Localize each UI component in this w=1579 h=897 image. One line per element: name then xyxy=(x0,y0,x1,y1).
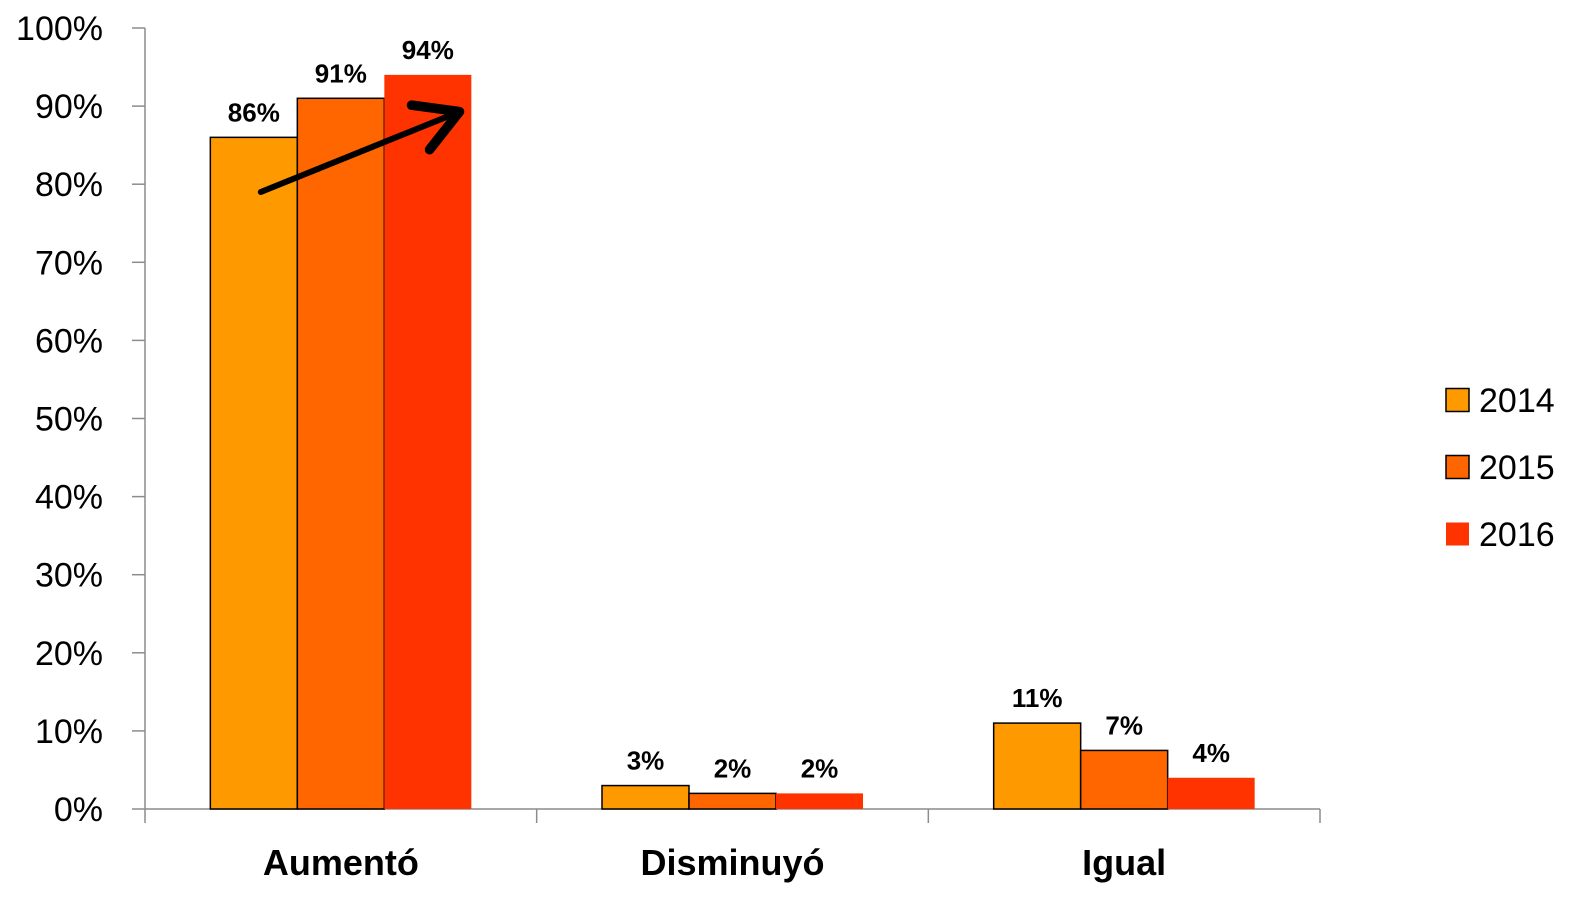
category-label-igual: Igual xyxy=(1082,842,1166,883)
legend-label-2016: 2016 xyxy=(1479,516,1555,554)
y-tick-label: 70% xyxy=(35,244,103,282)
y-tick-label: 10% xyxy=(35,713,103,751)
bar-2015-aumento xyxy=(296,97,386,810)
data-label-2016-aumento: 94% xyxy=(402,35,454,65)
data-label-2014-aumento: 86% xyxy=(228,97,280,127)
data-label-2015-disminuyo: 2% xyxy=(714,753,752,783)
y-tick-label: 0% xyxy=(54,791,103,829)
data-label-2014-igual: 11% xyxy=(1012,683,1063,713)
category-label-disminuyo: Disminuyó xyxy=(640,842,824,883)
y-tick-label: 50% xyxy=(35,401,103,439)
y-tick-label: 80% xyxy=(35,166,103,204)
annotations xyxy=(257,100,465,196)
category-labels: Aumentó Disminuyó Igual xyxy=(263,842,1166,883)
y-tick-label: 40% xyxy=(35,479,103,517)
data-label-2015-igual: 7% xyxy=(1105,710,1143,740)
legend-swatch-2015 xyxy=(1445,454,1470,480)
bar-2015-igual xyxy=(1079,749,1169,810)
data-labels: 86% 3% 11% 91% 2% 7% 94% 2% 4% xyxy=(228,35,1230,784)
legend-label-2014: 2014 xyxy=(1479,382,1555,420)
data-label-2016-igual: 4% xyxy=(1192,738,1230,768)
legend-swatch-2014 xyxy=(1445,387,1470,413)
bars xyxy=(209,74,1255,810)
y-tick-label: 90% xyxy=(35,88,103,126)
bar-2014-disminuyo xyxy=(601,784,690,810)
legend: 2014 2015 2016 xyxy=(1445,382,1555,554)
data-label-2014-disminuyo: 3% xyxy=(627,746,665,776)
bar-2014-igual xyxy=(992,722,1082,810)
data-label-2015-aumento: 91% xyxy=(315,58,367,88)
data-label-2016-disminuyo: 2% xyxy=(801,753,839,783)
bar-2016-aumento xyxy=(384,74,472,810)
y-tick-label: 60% xyxy=(35,322,103,360)
trend-arrow xyxy=(257,100,465,196)
bar-2016-disminuyo xyxy=(776,793,863,809)
legend-swatch-2016 xyxy=(1446,522,1469,546)
bar-2014-aumento xyxy=(209,136,299,810)
bar-2016-igual xyxy=(1167,777,1255,809)
bar-2015-disminuyo xyxy=(688,792,777,810)
axes: 0% 10% 20% 30% 40% 50% 60% 70% 80% 90% 100% xyxy=(16,10,1321,829)
y-tick-label: 100% xyxy=(16,10,103,48)
y-tick-label: 30% xyxy=(35,557,103,595)
y-tick-label: 20% xyxy=(35,635,103,673)
legend-label-2015: 2015 xyxy=(1479,449,1555,487)
category-label-aumento: Aumentó xyxy=(263,842,419,883)
